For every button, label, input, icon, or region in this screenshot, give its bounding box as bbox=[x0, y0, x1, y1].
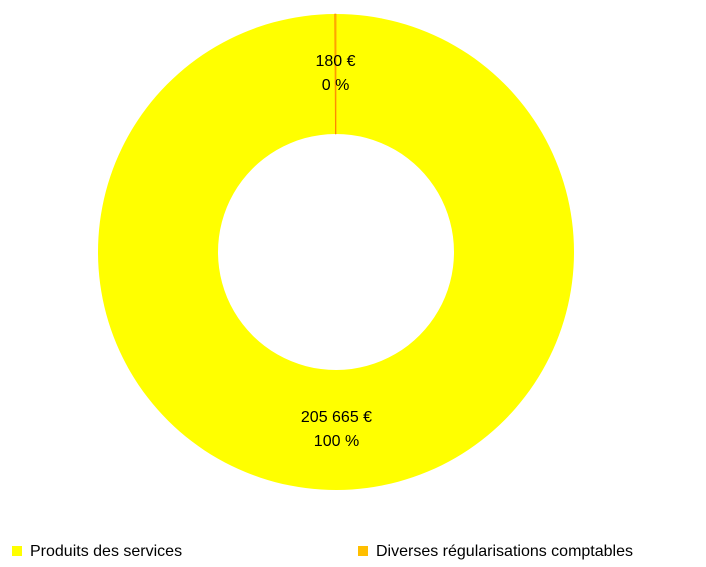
percentage-label: 0 % bbox=[322, 77, 350, 94]
percentage-label: 100 % bbox=[314, 433, 359, 450]
legend-swatch bbox=[12, 546, 22, 556]
slice bbox=[98, 14, 575, 490]
legend-label: Produits des services bbox=[30, 543, 182, 560]
legend-swatch bbox=[358, 546, 368, 556]
value-label: 205 665 € bbox=[301, 409, 372, 426]
slice bbox=[334, 13, 337, 135]
legend-label: Diverses régularisations comptables bbox=[376, 543, 633, 560]
value-label: 180 € bbox=[315, 53, 355, 70]
